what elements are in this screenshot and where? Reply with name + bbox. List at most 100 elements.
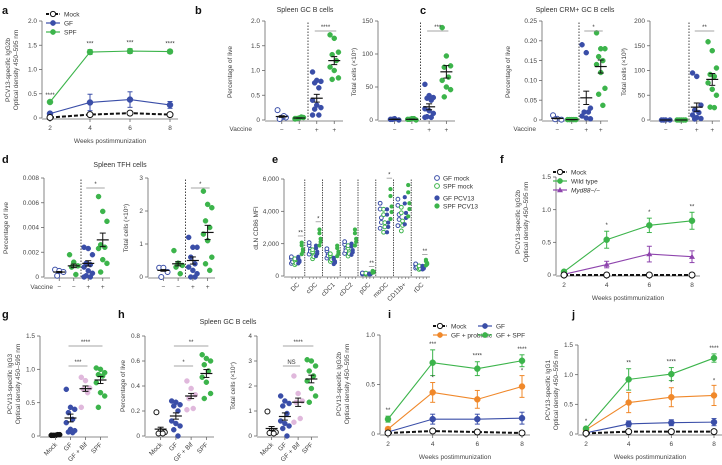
significance-label: * <box>585 419 588 425</box>
series-line-gf <box>49 99 171 115</box>
data-point <box>422 81 428 88</box>
data-point <box>441 94 448 100</box>
data-point <box>209 204 215 211</box>
series-line-gf-spf <box>585 357 715 430</box>
data-point <box>384 415 392 423</box>
panel-b-pct-vaccine-label: − <box>297 127 301 134</box>
panel-c-total-y-tick-label: 150 <box>634 43 645 50</box>
data-point <box>688 271 696 279</box>
data-point <box>429 415 436 423</box>
panel-c-pct-vaccine-label: + <box>584 127 588 134</box>
data-point <box>317 227 322 232</box>
significance-label: * <box>713 378 716 384</box>
panel-g-y-label: Optical density 450–595 nm <box>15 344 22 425</box>
significance-label: ** <box>626 361 631 367</box>
panel-i-y-tick-label: 1.0 <box>366 332 375 339</box>
data-point <box>46 114 54 122</box>
panel-b-total-y-label: Total cells (×10⁵) <box>351 48 358 96</box>
data-point <box>473 428 481 436</box>
data-point <box>286 423 292 429</box>
significance-label: **** <box>165 42 175 48</box>
data-point <box>331 255 336 260</box>
data-point <box>694 73 700 80</box>
panel-c-pct-vaccine-label: − <box>555 127 559 134</box>
panel-d-pct-y-tick-label: 0.004 <box>23 225 40 232</box>
significance-label: * <box>182 360 185 366</box>
panel-c-vaccine-label: Vaccine <box>513 126 536 133</box>
data-point <box>352 231 358 236</box>
panel-g-y-tick-label: 0.5 <box>26 400 35 407</box>
data-point <box>595 91 602 98</box>
data-point <box>625 399 632 406</box>
data-point <box>378 215 384 221</box>
panel-j-y-tick-label: 1.5 <box>564 342 573 349</box>
panel-d-pct-vaccine-label: + <box>101 284 105 291</box>
data-point <box>306 240 312 246</box>
data-point <box>280 425 286 432</box>
panel-j-y-label: PCV13-specific IgG1 <box>545 359 552 420</box>
data-point <box>474 415 481 423</box>
data-point <box>316 85 322 91</box>
panel-g-category-label: GF <box>63 441 74 452</box>
panel-a-y-tick-label: 0.5 <box>28 91 37 98</box>
data-point <box>185 264 192 270</box>
panel-c-total-vaccine-label: − <box>664 127 668 134</box>
significance-label: *** <box>429 342 437 348</box>
panel-b-total-y-tick-label: 100 <box>362 51 373 58</box>
data-point <box>177 402 183 408</box>
data-point <box>710 392 718 399</box>
data-point <box>395 196 401 202</box>
panel-label-c: c <box>420 5 426 17</box>
panel-c-pct-y-tick-label: 0.10 <box>524 78 537 85</box>
panel-a-x-tick-label: 2 <box>48 125 52 132</box>
data-point <box>370 268 375 274</box>
panel-b-title: Spleen GC B cells <box>277 7 334 14</box>
data-point <box>166 48 174 55</box>
significance-label: ** <box>690 204 695 210</box>
data-point <box>518 429 526 437</box>
panel-h-total-y-tick-label: 3 <box>248 358 252 365</box>
data-point <box>87 274 94 280</box>
data-point <box>66 251 73 258</box>
data-point <box>593 30 600 36</box>
data-point <box>284 433 290 439</box>
series-line-gf <box>585 421 715 434</box>
significance-label: * <box>592 25 595 31</box>
data-point <box>312 393 319 399</box>
data-point <box>327 32 333 38</box>
data-point <box>389 204 394 209</box>
data-point <box>377 200 383 206</box>
panel-d-pct-vaccine-label: + <box>86 284 90 291</box>
panel-b-total-vaccine-label: + <box>444 127 448 134</box>
data-point <box>705 39 711 45</box>
data-point <box>277 393 284 399</box>
data-point <box>317 243 322 248</box>
panel-b-pct-y-tick-label: 2.0 <box>251 18 260 25</box>
data-point <box>423 257 429 262</box>
data-point <box>398 228 404 234</box>
panel-label-d: d <box>2 154 9 166</box>
data-point <box>78 374 85 381</box>
panel-f-x-tick-label: 2 <box>562 282 566 289</box>
data-point <box>425 261 430 267</box>
data-point <box>289 254 294 260</box>
legend-a-marker <box>50 20 56 26</box>
data-point <box>474 365 481 372</box>
legend-i-label: GF + probiotic <box>451 332 493 339</box>
data-point <box>63 386 70 393</box>
data-point <box>206 267 213 274</box>
legend-a-marker <box>49 10 57 18</box>
data-point <box>689 70 696 76</box>
data-point <box>625 428 633 436</box>
panel-a-x-tick-label: 8 <box>168 125 172 132</box>
data-point <box>95 193 102 200</box>
data-point <box>429 389 436 396</box>
data-point <box>311 80 318 86</box>
data-point <box>625 420 632 428</box>
data-point <box>153 409 160 416</box>
data-point <box>713 65 720 71</box>
data-point <box>78 404 85 411</box>
data-point <box>332 260 338 265</box>
data-point <box>173 420 179 427</box>
data-point <box>587 116 594 122</box>
